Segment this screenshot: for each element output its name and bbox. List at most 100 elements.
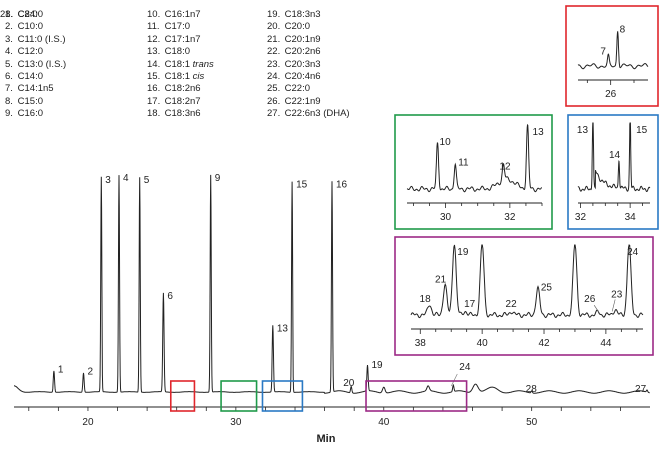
legend-number: 12. xyxy=(147,33,161,45)
inset-tick-label: 32 xyxy=(504,212,516,223)
inset-frame xyxy=(565,5,659,107)
inset-trace xyxy=(406,123,543,193)
peak-label: 2 xyxy=(88,367,94,378)
inset-peak-label: 12 xyxy=(499,162,511,173)
inset-tick-label: 32 xyxy=(575,212,587,223)
legend-item: 3. C11:0 (I.S.) xyxy=(5,34,66,45)
legend-item: 9. C16:0 xyxy=(5,108,43,119)
legend-name: C18:0 xyxy=(162,46,190,58)
peak-label: 15 xyxy=(296,179,308,190)
legend-number: 23. xyxy=(267,58,281,70)
inset-tick-label: 44 xyxy=(600,338,612,349)
legend-number: 28. xyxy=(0,9,14,20)
peak-label: 13 xyxy=(277,323,289,334)
legend-item: 21. C20:1n9 xyxy=(267,34,321,45)
legend-name: C22:6n3 (DHA) xyxy=(282,108,350,120)
inset-trace xyxy=(577,122,651,192)
legend-number: 24. xyxy=(267,71,281,82)
legend-number: 18. xyxy=(147,108,161,120)
legend-name: C18:2n7 xyxy=(162,95,201,107)
legend-number: 2. xyxy=(5,21,13,33)
legend-name: C11:0 (I.S.) xyxy=(15,33,66,45)
legend-number: 7. xyxy=(5,83,13,95)
inset-tick-label: 42 xyxy=(538,338,550,349)
legend-item: 24. C20:4n6 xyxy=(267,71,321,82)
inset-peak-label: 17 xyxy=(464,299,476,310)
legend-number: 13. xyxy=(147,46,161,58)
peak-label: 4 xyxy=(123,173,129,184)
legend-number: 17. xyxy=(147,95,161,107)
legend-number: 10. xyxy=(147,9,161,20)
legend-name: C16:1n7 xyxy=(162,9,201,20)
legend-item: 5. C13:0 (I.S.) xyxy=(5,59,66,70)
legend-item: 13. C18:0 xyxy=(147,46,190,57)
inset-peak-label: 22 xyxy=(506,299,518,310)
legend-name: C20:4n6 xyxy=(282,71,321,82)
legend-number: 5. xyxy=(5,58,13,70)
legend-item: 16. C18:2n6 xyxy=(147,83,201,94)
legend-item: 19. C18:3n3 xyxy=(267,9,321,20)
legend-name: C24:0 xyxy=(15,9,43,20)
legend-number: 15. xyxy=(147,71,161,82)
legend-number: 6. xyxy=(5,71,13,82)
zoom-region-box xyxy=(169,380,196,412)
legend-name: C18:2n6 xyxy=(162,83,201,95)
legend-number: 14. xyxy=(147,58,161,70)
peak-label: 5 xyxy=(144,175,150,186)
legend-name: C18:3n3 xyxy=(282,9,321,20)
legend-name: C14:0 xyxy=(15,71,43,82)
x-tick-label: 30 xyxy=(230,417,242,428)
inset-peak-label: 10 xyxy=(440,137,452,148)
legend-item: 23. C20:3n3 xyxy=(267,59,321,70)
legend-name: C17:0 xyxy=(162,21,190,33)
legend-item: 7. C14:1n5 xyxy=(5,83,54,94)
legend-name: C14:1n5 xyxy=(15,83,54,95)
legend-name: C18:1 xyxy=(162,58,193,70)
legend-name: C16:0 xyxy=(15,108,43,120)
inset-label-pointer xyxy=(593,305,601,315)
peak-24-pointer xyxy=(451,373,458,387)
inset-peak-label: 19 xyxy=(457,247,469,258)
legend-item: 25. C22:0 xyxy=(267,83,310,94)
legend-number: 22. xyxy=(267,46,281,58)
legend-name: C10:0 xyxy=(15,21,43,33)
inset-tick-label: 40 xyxy=(477,338,489,349)
inset-frame xyxy=(567,114,659,230)
inset-peak-label: 23 xyxy=(611,289,623,300)
inset-peak-label: 13 xyxy=(533,127,545,138)
legend-number: 25. xyxy=(267,83,281,95)
legend-name: C8:0 xyxy=(15,9,38,20)
legend-item: 12. C17:1n7 xyxy=(147,34,201,45)
inset-peak-label: 21 xyxy=(435,274,447,285)
legend-number: 8. xyxy=(5,95,13,107)
inset-trace xyxy=(410,244,644,319)
legend-item: 18. C18:3n6 xyxy=(147,108,201,119)
legend-item: 10. C16:1n7 xyxy=(147,9,201,20)
legend-item: 4. C12:0 xyxy=(5,46,43,57)
legend-item: 26. C22:1n9 xyxy=(267,96,321,107)
inset-tick-label: 38 xyxy=(415,338,427,349)
inset-tick-label: 26 xyxy=(605,89,617,100)
legend-name: C20:2n6 xyxy=(282,46,321,58)
inset-peak-label: 24 xyxy=(627,247,639,258)
legend-name-italic: cis xyxy=(192,71,205,82)
legend-item: 28. C24:0 xyxy=(0,9,43,20)
inset-peak-label: 15 xyxy=(636,125,648,136)
inset-blue: 32 34 13 14 15 xyxy=(567,114,659,230)
inset-frame xyxy=(394,236,654,356)
peak-legend: 1. C8:0 2. C10:0 3. C11:0 (I.S.) 4. C12:0 5.… xyxy=(0,0,400,140)
peak-label: 20 xyxy=(343,378,355,389)
legend-item: 14. C18:1 trans xyxy=(147,59,214,70)
inset-peak-label: 13 xyxy=(577,125,589,136)
peak-label: 9 xyxy=(215,173,221,184)
legend-name: C15:0 xyxy=(15,95,43,107)
inset-peak-label: 26 xyxy=(584,294,596,305)
legend-number: 4. xyxy=(5,46,13,58)
legend-name-italic: trans xyxy=(192,58,214,70)
peak-label: 3 xyxy=(105,175,111,186)
legend-name: C20:1n9 xyxy=(282,33,321,45)
legend-number: 1. xyxy=(5,9,13,20)
x-axis-label: Min xyxy=(317,433,336,445)
legend-number: 21. xyxy=(267,33,281,45)
